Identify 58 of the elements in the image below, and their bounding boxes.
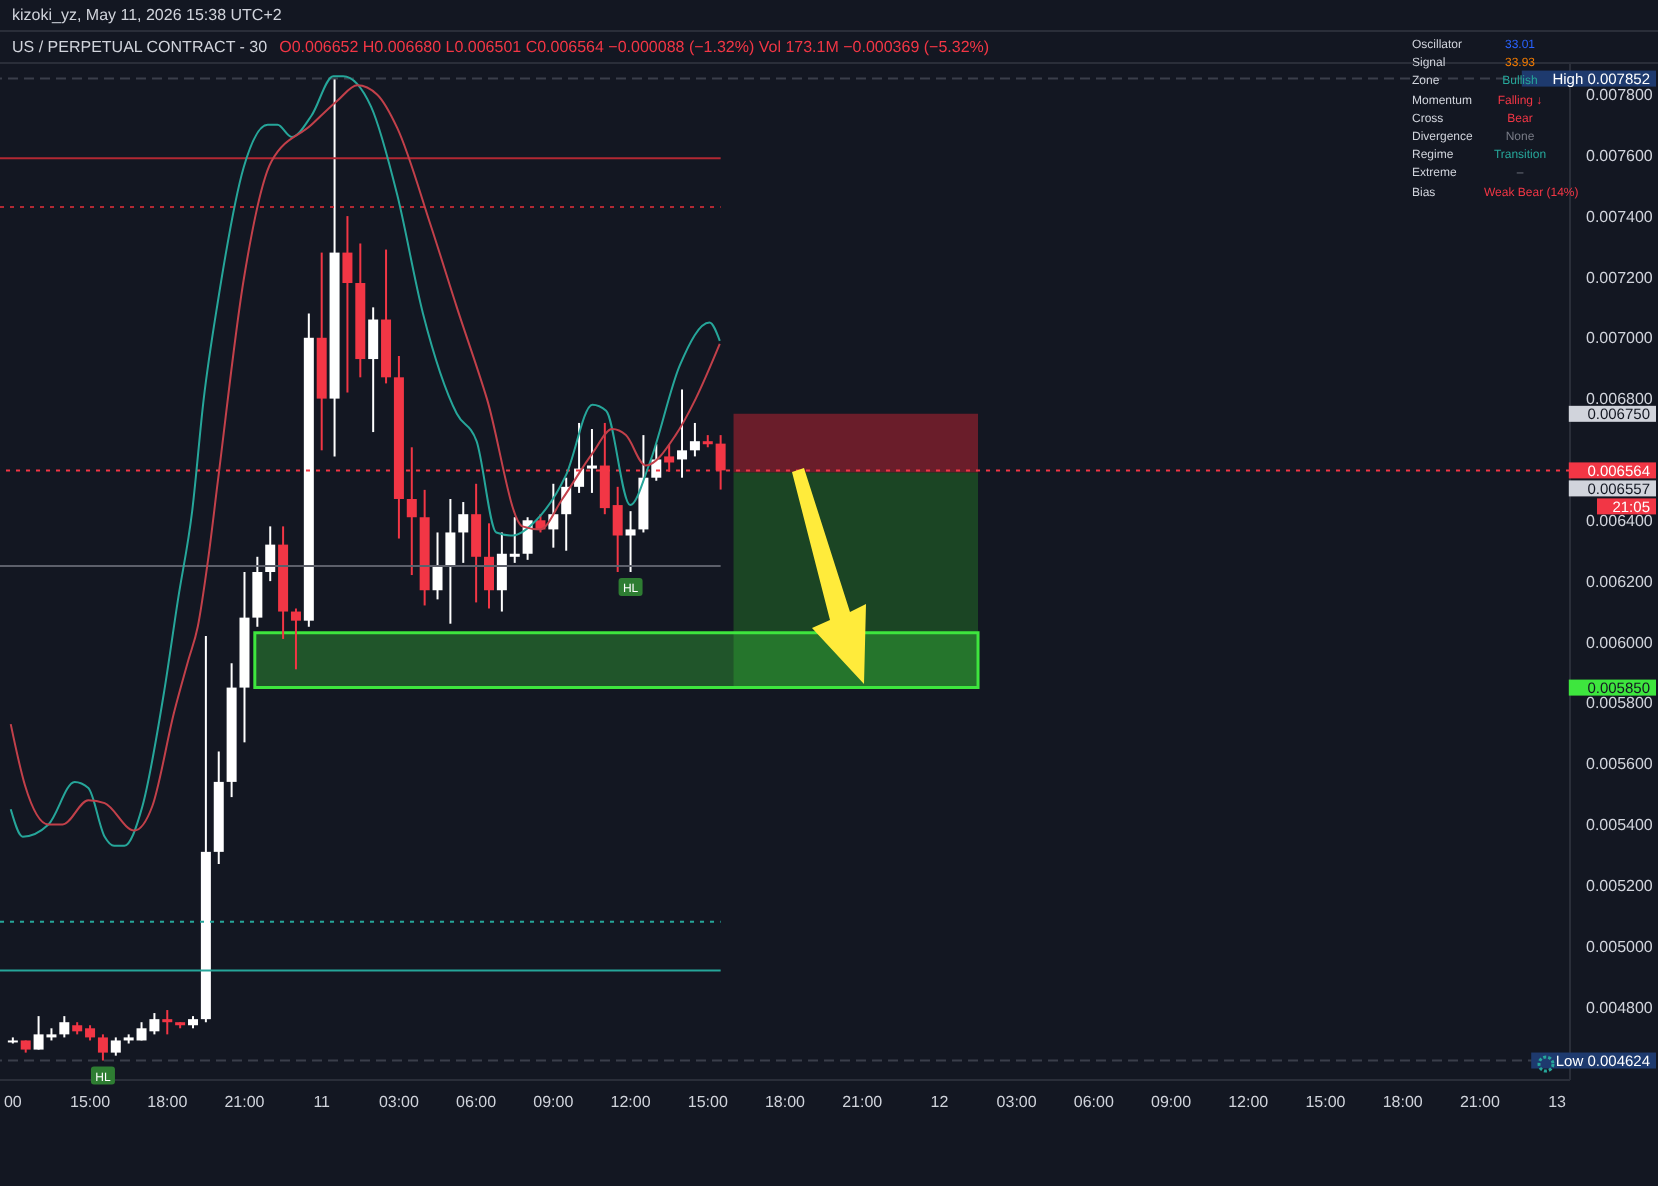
x-tick-label: 12:00: [1228, 1093, 1270, 1112]
y-tick-label: 0.007000: [1586, 329, 1654, 348]
candlestick: [368, 306, 379, 434]
y-tick-label: 0.007400: [1586, 207, 1654, 226]
x-tick-label: 09:00: [533, 1093, 575, 1112]
text: kizoki_yz, May 11, 2026 15:38 UTC+2: [12, 6, 282, 24]
candlestick: [483, 522, 494, 610]
x-tick-label: 15:00: [1305, 1093, 1347, 1112]
y-tick-label: 0.006200: [1586, 572, 1654, 591]
x-tick-label: 15:00: [687, 1093, 729, 1112]
candlestick: [432, 531, 443, 601]
x-tick-label: 11: [313, 1093, 332, 1112]
x-tick-label: 09:00: [1151, 1093, 1193, 1112]
x-tick-label: 18:00: [764, 1093, 807, 1112]
x-tick-label: 13: [1548, 1093, 1568, 1112]
x-tick-label: 12: [930, 1093, 950, 1112]
chart-subtitle: O0.006652 H0.006680 L0.006501 C0.006564 −0.000088 (−1.32%) Vol 173.1M −0.000369 (−5.32%): [279, 38, 990, 56]
y-tick-label: 0.007800: [1586, 86, 1654, 105]
x-tick-label: 03:00: [378, 1093, 421, 1112]
candlestick: [651, 443, 662, 482]
y-tick-label: 0.007600: [1586, 146, 1654, 165]
x-tick-label: 00: [3, 1093, 23, 1112]
x-tick-label: 15:00: [70, 1093, 112, 1112]
y-tick-label: 0.004800: [1586, 998, 1654, 1017]
candlestick: [677, 388, 688, 479]
candlestick: [162, 1009, 173, 1036]
candlestick: [625, 510, 636, 573]
candlestick: [59, 1015, 70, 1039]
y-tick-label: 0.006800: [1586, 390, 1654, 409]
x-tick-label: 21:00: [1459, 1093, 1502, 1112]
y-tick-label: 0.006000: [1586, 633, 1654, 652]
x-tick-label: 03:00: [996, 1093, 1038, 1112]
x-tick-label: 06:00: [456, 1093, 498, 1112]
y-tick-label: 0.005400: [1586, 816, 1654, 835]
x-tick-label: 18:00: [1382, 1093, 1424, 1112]
x-tick-label: 06:00: [1073, 1093, 1115, 1112]
y-tick-label: 0.005000: [1586, 937, 1654, 956]
candlestick: [342, 215, 353, 394]
candlestick: [445, 497, 456, 625]
x-tick-label: 18:00: [147, 1093, 189, 1112]
candlestick: [97, 1033, 108, 1062]
y-tick-label: 0.006400: [1586, 511, 1654, 530]
y-tick-label: 0.005600: [1586, 755, 1654, 774]
y-tick-label: 0.005800: [1586, 694, 1654, 713]
candlestick: [265, 525, 276, 583]
candlestick: [586, 428, 597, 494]
candlestick: [290, 607, 301, 671]
candlestick: [458, 501, 469, 564]
x-tick-label: 21:00: [224, 1093, 266, 1112]
y-tick-label: 0.007200: [1586, 268, 1654, 287]
candlestick: [110, 1036, 121, 1057]
x-tick-label: 21:00: [842, 1093, 884, 1112]
x-tick-label: 12:00: [610, 1093, 652, 1112]
chart-title: US / PERPETUAL CONTRACT - 30: [12, 38, 268, 56]
candlestick: [252, 555, 263, 628]
candlestick: [689, 421, 700, 458]
y-tick-label: 0.005200: [1586, 877, 1654, 895]
candlestick: [471, 482, 482, 604]
